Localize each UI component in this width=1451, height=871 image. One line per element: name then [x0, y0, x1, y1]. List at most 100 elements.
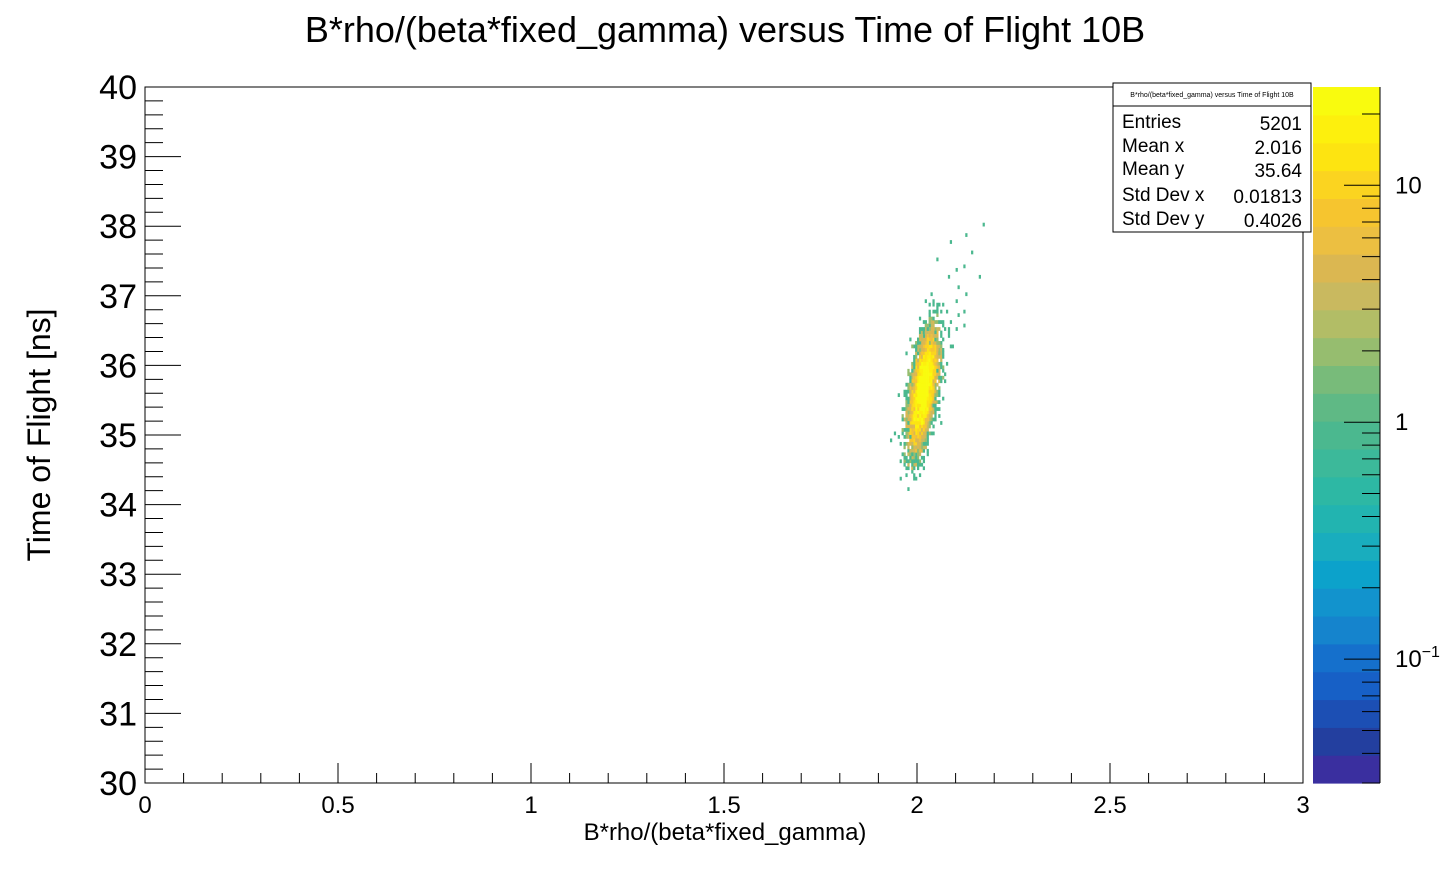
heatmap-cell: [932, 431, 935, 436]
heatmap-cell: [922, 424, 926, 429]
heatmap-cell: [905, 455, 908, 460]
heatmap-cell: [920, 386, 924, 391]
heatmap-cell: [907, 441, 910, 446]
heatmap-cell: [913, 424, 916, 429]
heatmap-cell: [915, 393, 918, 398]
heatmap-cell: [918, 421, 922, 425]
color-scale-band: [1313, 476, 1380, 506]
heatmap-cell: [922, 400, 926, 404]
heatmap-cell: [932, 393, 935, 398]
heatmap-cell: [922, 358, 926, 363]
heatmap-cell: [940, 365, 943, 370]
heatmap-cell: [938, 351, 941, 356]
heatmap-cell: [930, 431, 933, 436]
heatmap-cell: [957, 313, 960, 317]
color-scale-band: [1313, 365, 1380, 394]
heatmap-cell: [918, 410, 922, 415]
heatmap-cell: [918, 393, 922, 398]
heatmap-cell: [940, 351, 943, 356]
heatmap-cell: [920, 379, 924, 384]
color-scale-band: [1313, 755, 1380, 784]
heatmap-cell: [930, 334, 933, 338]
heatmap-cell: [915, 400, 918, 404]
heatmap-cell: [940, 361, 943, 366]
heatmap-cell: [913, 396, 916, 401]
heatmap-cell: [917, 410, 920, 415]
heatmap-cell: [938, 400, 941, 404]
heatmap-cell: [928, 309, 931, 314]
heatmap-cell: [917, 348, 920, 352]
heatmap-cell: [907, 487, 910, 491]
y-tick-label: 31: [99, 695, 137, 733]
heatmap-cell: [918, 348, 922, 352]
color-scale-band: [1313, 309, 1380, 339]
heatmap-cell: [932, 351, 935, 356]
heatmap-cell: [913, 435, 916, 439]
heatmap-cell: [932, 410, 935, 415]
heatmap-cell: [934, 344, 937, 349]
heatmap-cell: [907, 417, 910, 422]
heatmap-cell: [926, 403, 929, 408]
heatmap-cell: [911, 414, 914, 418]
heatmap-cell: [911, 431, 914, 436]
heatmap-cell: [911, 410, 914, 415]
heatmap-cell: [926, 351, 929, 356]
heatmap-cell: [926, 407, 929, 411]
heatmap-cell: [934, 330, 937, 335]
heatmap-cell: [911, 375, 914, 380]
heatmap-cell: [909, 396, 912, 401]
heatmap-cell: [926, 389, 929, 394]
stats-rows: Entries 5201 Mean x 2.016 Mean y 35.64 Std Dev…: [1122, 112, 1302, 232]
heatmap-cell: [913, 365, 916, 370]
heatmap-cell: [922, 393, 926, 398]
heatmap-cell: [932, 361, 935, 366]
heatmap-cell: [911, 400, 914, 404]
heatmap-cell: [909, 337, 912, 342]
heatmap-cell: [924, 327, 927, 331]
heatmap-cell: [957, 285, 960, 290]
heatmap-cell: [918, 341, 922, 345]
heatmap-cell: [922, 421, 926, 425]
heatmap-cell: [930, 403, 933, 408]
heatmap-cell: [928, 410, 931, 415]
heatmap-cell: [942, 337, 945, 342]
heatmap-cell: [936, 327, 939, 331]
heatmap-cell: [893, 431, 897, 436]
heatmap-cell: [917, 403, 920, 408]
color-scale-band: [1313, 615, 1380, 645]
heatmap-cell: [903, 407, 906, 411]
heatmap-cell: [928, 393, 931, 398]
heatmap-cell: [942, 351, 945, 356]
heatmap-cell: [932, 299, 935, 304]
heatmap-cell: [924, 334, 927, 338]
heatmap-cell: [924, 445, 927, 450]
color-scale-axis: 10−1 1 10: [1344, 87, 1440, 784]
heatmap-cell: [940, 320, 943, 324]
heatmap-cell: [926, 438, 929, 443]
heatmap-cell: [909, 455, 912, 460]
heatmap-cell: [932, 320, 935, 324]
y-tick-label: 33: [99, 556, 137, 594]
heatmap-cell: [926, 372, 929, 377]
heatmap-cell: [924, 358, 927, 363]
heatmap-cell: [903, 459, 906, 464]
heatmap-cell: [932, 396, 935, 401]
heatmap-cell: [920, 337, 924, 342]
heatmap-cell: [911, 403, 914, 408]
heatmap-cell: [932, 334, 935, 338]
heatmap-cell: [911, 393, 914, 398]
heatmap-cell: [905, 403, 908, 408]
heatmap-cell: [907, 452, 910, 457]
heatmap-cell: [915, 379, 918, 384]
heatmap-cell: [938, 320, 941, 324]
heatmap-cell: [924, 393, 927, 398]
heatmap-cell: [936, 334, 939, 338]
heatmap-cell: [907, 462, 910, 467]
heatmap-cell: [936, 368, 939, 373]
heatmap-cell: [913, 358, 916, 363]
heatmap-cell: [926, 410, 929, 415]
heatmap-cell: [920, 438, 924, 443]
heatmap-cell: [915, 372, 918, 377]
heatmap-cell: [918, 445, 922, 450]
heatmap-cell: [930, 292, 933, 297]
